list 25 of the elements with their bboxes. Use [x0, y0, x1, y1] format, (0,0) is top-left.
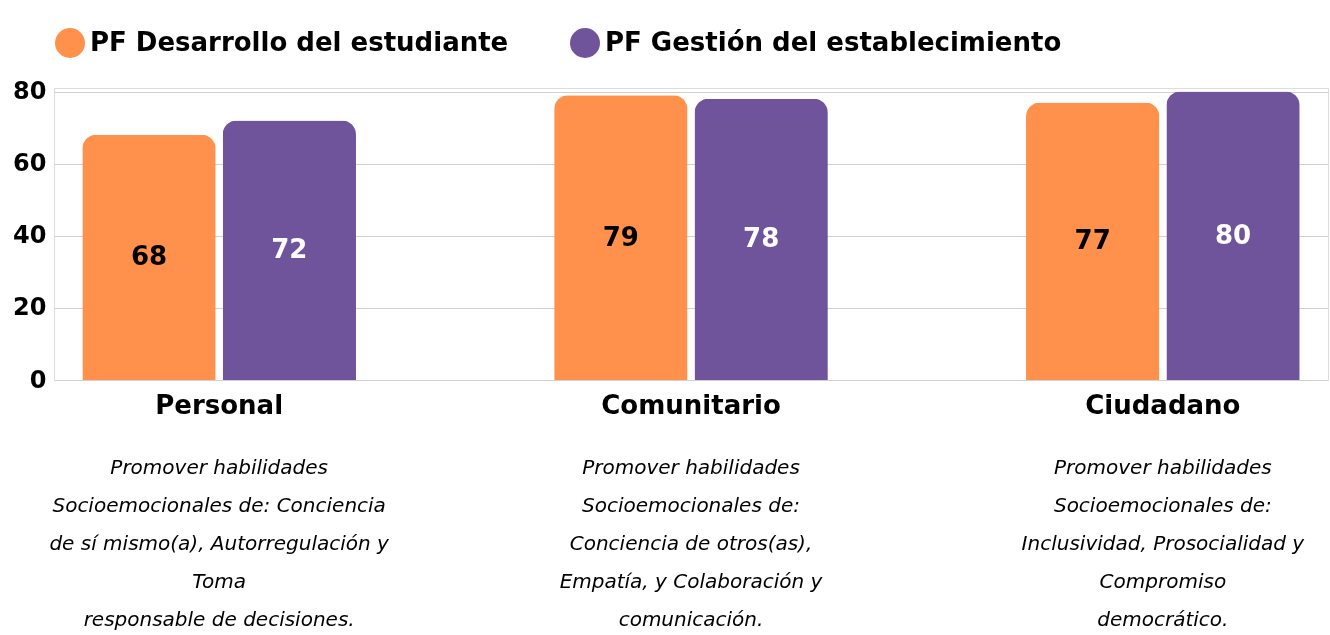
text: Promover habilidades Socioemocionales de: Conciencia de otros(as), Empatía, y Colaboración y comunicación.: [559, 455, 824, 631]
y-tick-label: 80: [13, 77, 47, 106]
data-label: 68: [130, 241, 168, 272]
y-tick-label: 20: [13, 293, 47, 322]
y-tick-label: 60: [13, 149, 47, 178]
y-tick-label: 40: [13, 221, 47, 250]
bar: [1026, 102, 1160, 380]
text: Promover habilidades Socioemocionales de: Inclusividad, Prosocialidad y Compromiso democrático.: [1021, 455, 1306, 631]
text: Promover habilidades Socioemocionales de: Conciencia de sí mismo(a), Autorregulación y Toma responsable de decisiones.: [49, 455, 391, 631]
x-tick-label: Ciudadano: [1085, 389, 1241, 420]
bar: [222, 120, 356, 380]
data-label: 78: [743, 223, 780, 254]
bar: [554, 95, 688, 380]
data-label: 72: [271, 234, 308, 265]
legend-label: PF Gestión del establecimiento: [605, 27, 1062, 57]
bar: [694, 98, 828, 380]
bar: [82, 134, 216, 380]
data-label: 80: [1214, 219, 1252, 250]
bar: [1166, 91, 1300, 380]
legend-label: PF Desarrollo del estudiante: [90, 27, 509, 57]
x-tick-label: Comunitario: [601, 389, 781, 420]
y-tick-label: 0: [29, 365, 47, 394]
x-tick-label: Personal: [155, 389, 284, 420]
data-label: 77: [1074, 225, 1111, 256]
data-label: 79: [602, 221, 639, 252]
